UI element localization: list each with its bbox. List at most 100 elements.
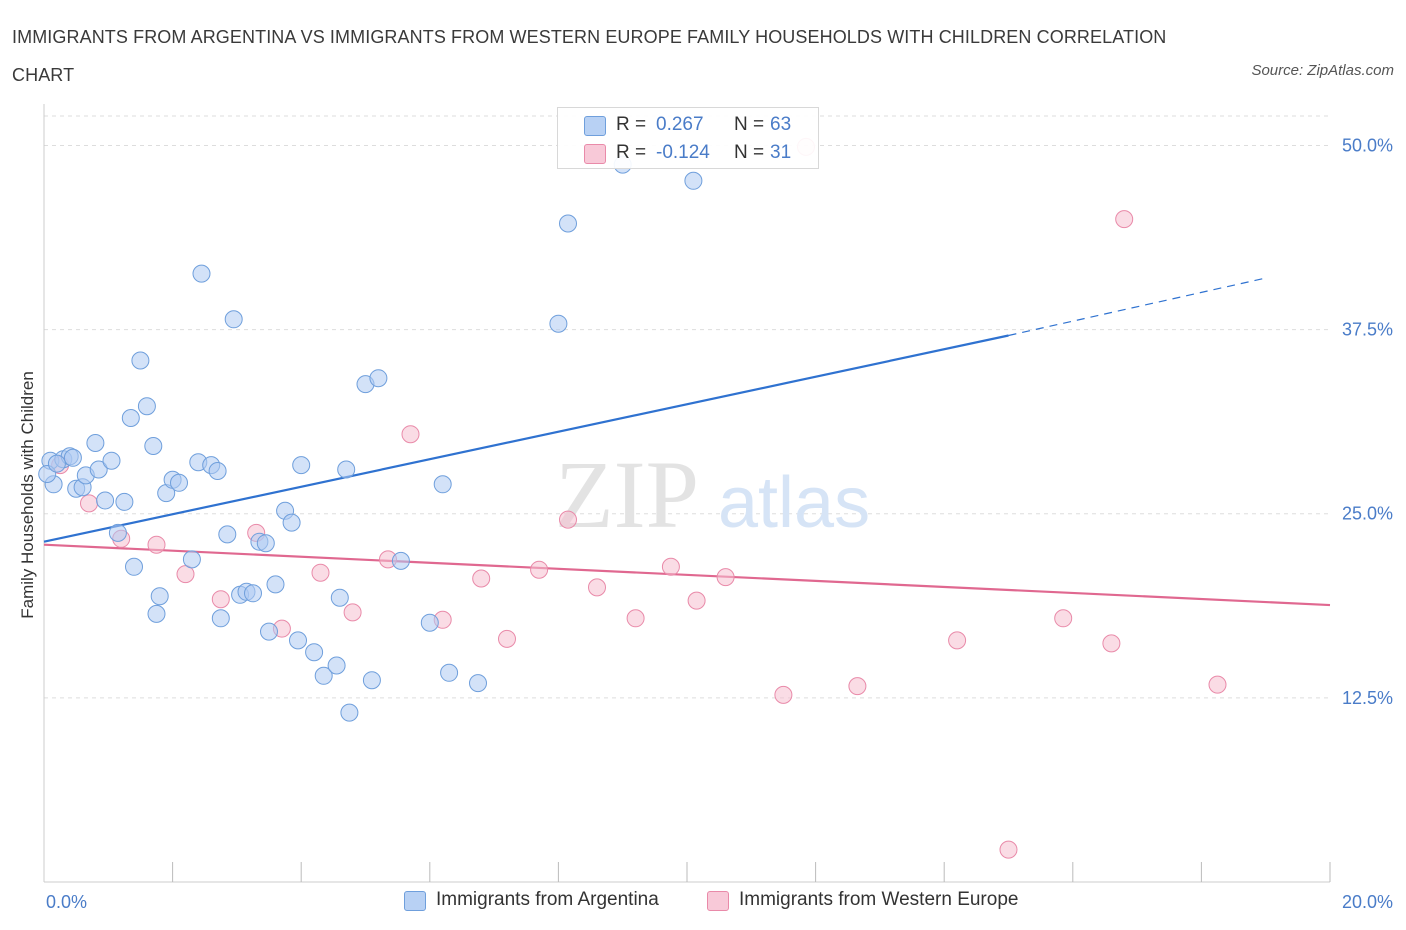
blue-point [549, 314, 568, 333]
pink-point [999, 840, 1018, 859]
source-label: Source: ZipAtlas.com [1251, 62, 1394, 79]
blue-point [47, 454, 66, 473]
stats-legend: R = 0.267 N = 63 R = -0.124 N = 31 [557, 107, 819, 169]
blue-point [684, 171, 703, 190]
blue-point [211, 609, 230, 628]
blue-point [330, 588, 349, 607]
bottom-legend-label: Immigrants from Western Europe [739, 889, 1019, 910]
blue-point [469, 674, 487, 693]
pink-point [848, 677, 867, 696]
watermark-zip: ZIP [555, 441, 699, 548]
pink-point [948, 631, 967, 650]
bottom-legend-label: Immigrants from Argentina [436, 889, 659, 910]
y-tick-label: 37.5% [1342, 320, 1393, 340]
blue-trend-extension [1008, 277, 1266, 337]
pink-point [498, 629, 516, 648]
pink-point [1054, 609, 1073, 628]
blue-point [131, 351, 150, 370]
blue-point [115, 492, 134, 511]
blue-point [260, 622, 278, 641]
blue-point [391, 551, 410, 570]
pink-point [1115, 210, 1134, 229]
blue-trend-line [43, 334, 1009, 543]
trend-lines [43, 277, 1331, 607]
pink-point [311, 563, 330, 582]
pink-point [343, 603, 362, 622]
watermark-atlas: atlas [718, 463, 870, 543]
pink-point [401, 425, 420, 444]
blue-point [121, 409, 140, 427]
blue-point [292, 456, 311, 475]
legend-r-value: -0.124 [656, 142, 710, 163]
pink-trend-line [43, 543, 1331, 607]
pink-point [661, 557, 680, 576]
blue-point [244, 584, 262, 603]
blue-point [282, 513, 301, 532]
chart-title: IMMIGRANTS FROM ARGENTINA VS IMMIGRANTS … [12, 27, 1167, 85]
blue-point [362, 671, 381, 690]
y-tick-label: 50.0% [1342, 135, 1393, 155]
blue-point [218, 525, 237, 544]
blue-point [125, 557, 143, 576]
blue-point [340, 703, 359, 722]
y-tick-labels: 12.5% 25.0% 37.5% 50.0% [1342, 135, 1393, 707]
pink-point [687, 591, 706, 610]
blue-point [182, 550, 201, 569]
blue-point [170, 473, 188, 492]
pink-point [716, 568, 735, 587]
bottom-legend-swatch-pink [707, 891, 729, 911]
legend-n-label: N = [734, 114, 765, 135]
pink-point [626, 609, 645, 628]
blue-point [305, 643, 324, 662]
blue-point [208, 462, 227, 480]
blue-point [150, 587, 169, 606]
pink-point [1102, 634, 1121, 653]
pink-point [559, 510, 577, 529]
pink-point [530, 560, 549, 579]
pink-point [80, 494, 98, 513]
blue-point [369, 369, 388, 388]
blue-point [289, 631, 307, 650]
x-tick-label-min: 0.0% [46, 892, 87, 912]
bottom-legend-swatch-blue [404, 891, 426, 911]
blue-point [137, 397, 156, 416]
pink-point [472, 569, 491, 588]
legend-n-value: 31 [770, 142, 792, 163]
y-tick-label: 25.0% [1342, 504, 1393, 524]
legend-n-value: 63 [770, 114, 792, 135]
legend-swatch-blue [584, 116, 606, 136]
blue-point [337, 460, 356, 479]
legend-r-value: 0.267 [656, 114, 704, 135]
blue-point [192, 264, 211, 283]
legend-r-label: R = [616, 142, 647, 163]
blue-point [266, 575, 285, 594]
blue-point [420, 613, 439, 632]
pink-point [147, 535, 166, 554]
blue-point [433, 475, 452, 494]
blue-point [63, 448, 82, 467]
axes [43, 104, 1331, 883]
pink-point [588, 578, 606, 597]
blue-point [256, 534, 275, 553]
blue-point [86, 434, 105, 452]
x-tick-labels: 0.0% 20.0% [46, 892, 1393, 912]
legend-r-label: R = [616, 114, 647, 135]
legend-n-label: N = [734, 142, 765, 163]
blue-point [440, 663, 459, 682]
blue-point [89, 460, 108, 479]
x-tick-label-max: 20.0% [1342, 892, 1393, 912]
blue-point [224, 310, 243, 329]
blue-point [327, 656, 346, 675]
blue-point [102, 451, 121, 470]
grid-lines [44, 115, 1330, 699]
blue-point [144, 437, 163, 455]
legend-swatch-pink [584, 144, 606, 164]
blue-point [314, 666, 333, 685]
data-points [38, 137, 1227, 859]
blue-point [147, 604, 166, 623]
pink-point [774, 685, 793, 704]
blue-point [559, 214, 577, 233]
pink-point [1208, 675, 1227, 694]
blue-point [96, 491, 115, 510]
